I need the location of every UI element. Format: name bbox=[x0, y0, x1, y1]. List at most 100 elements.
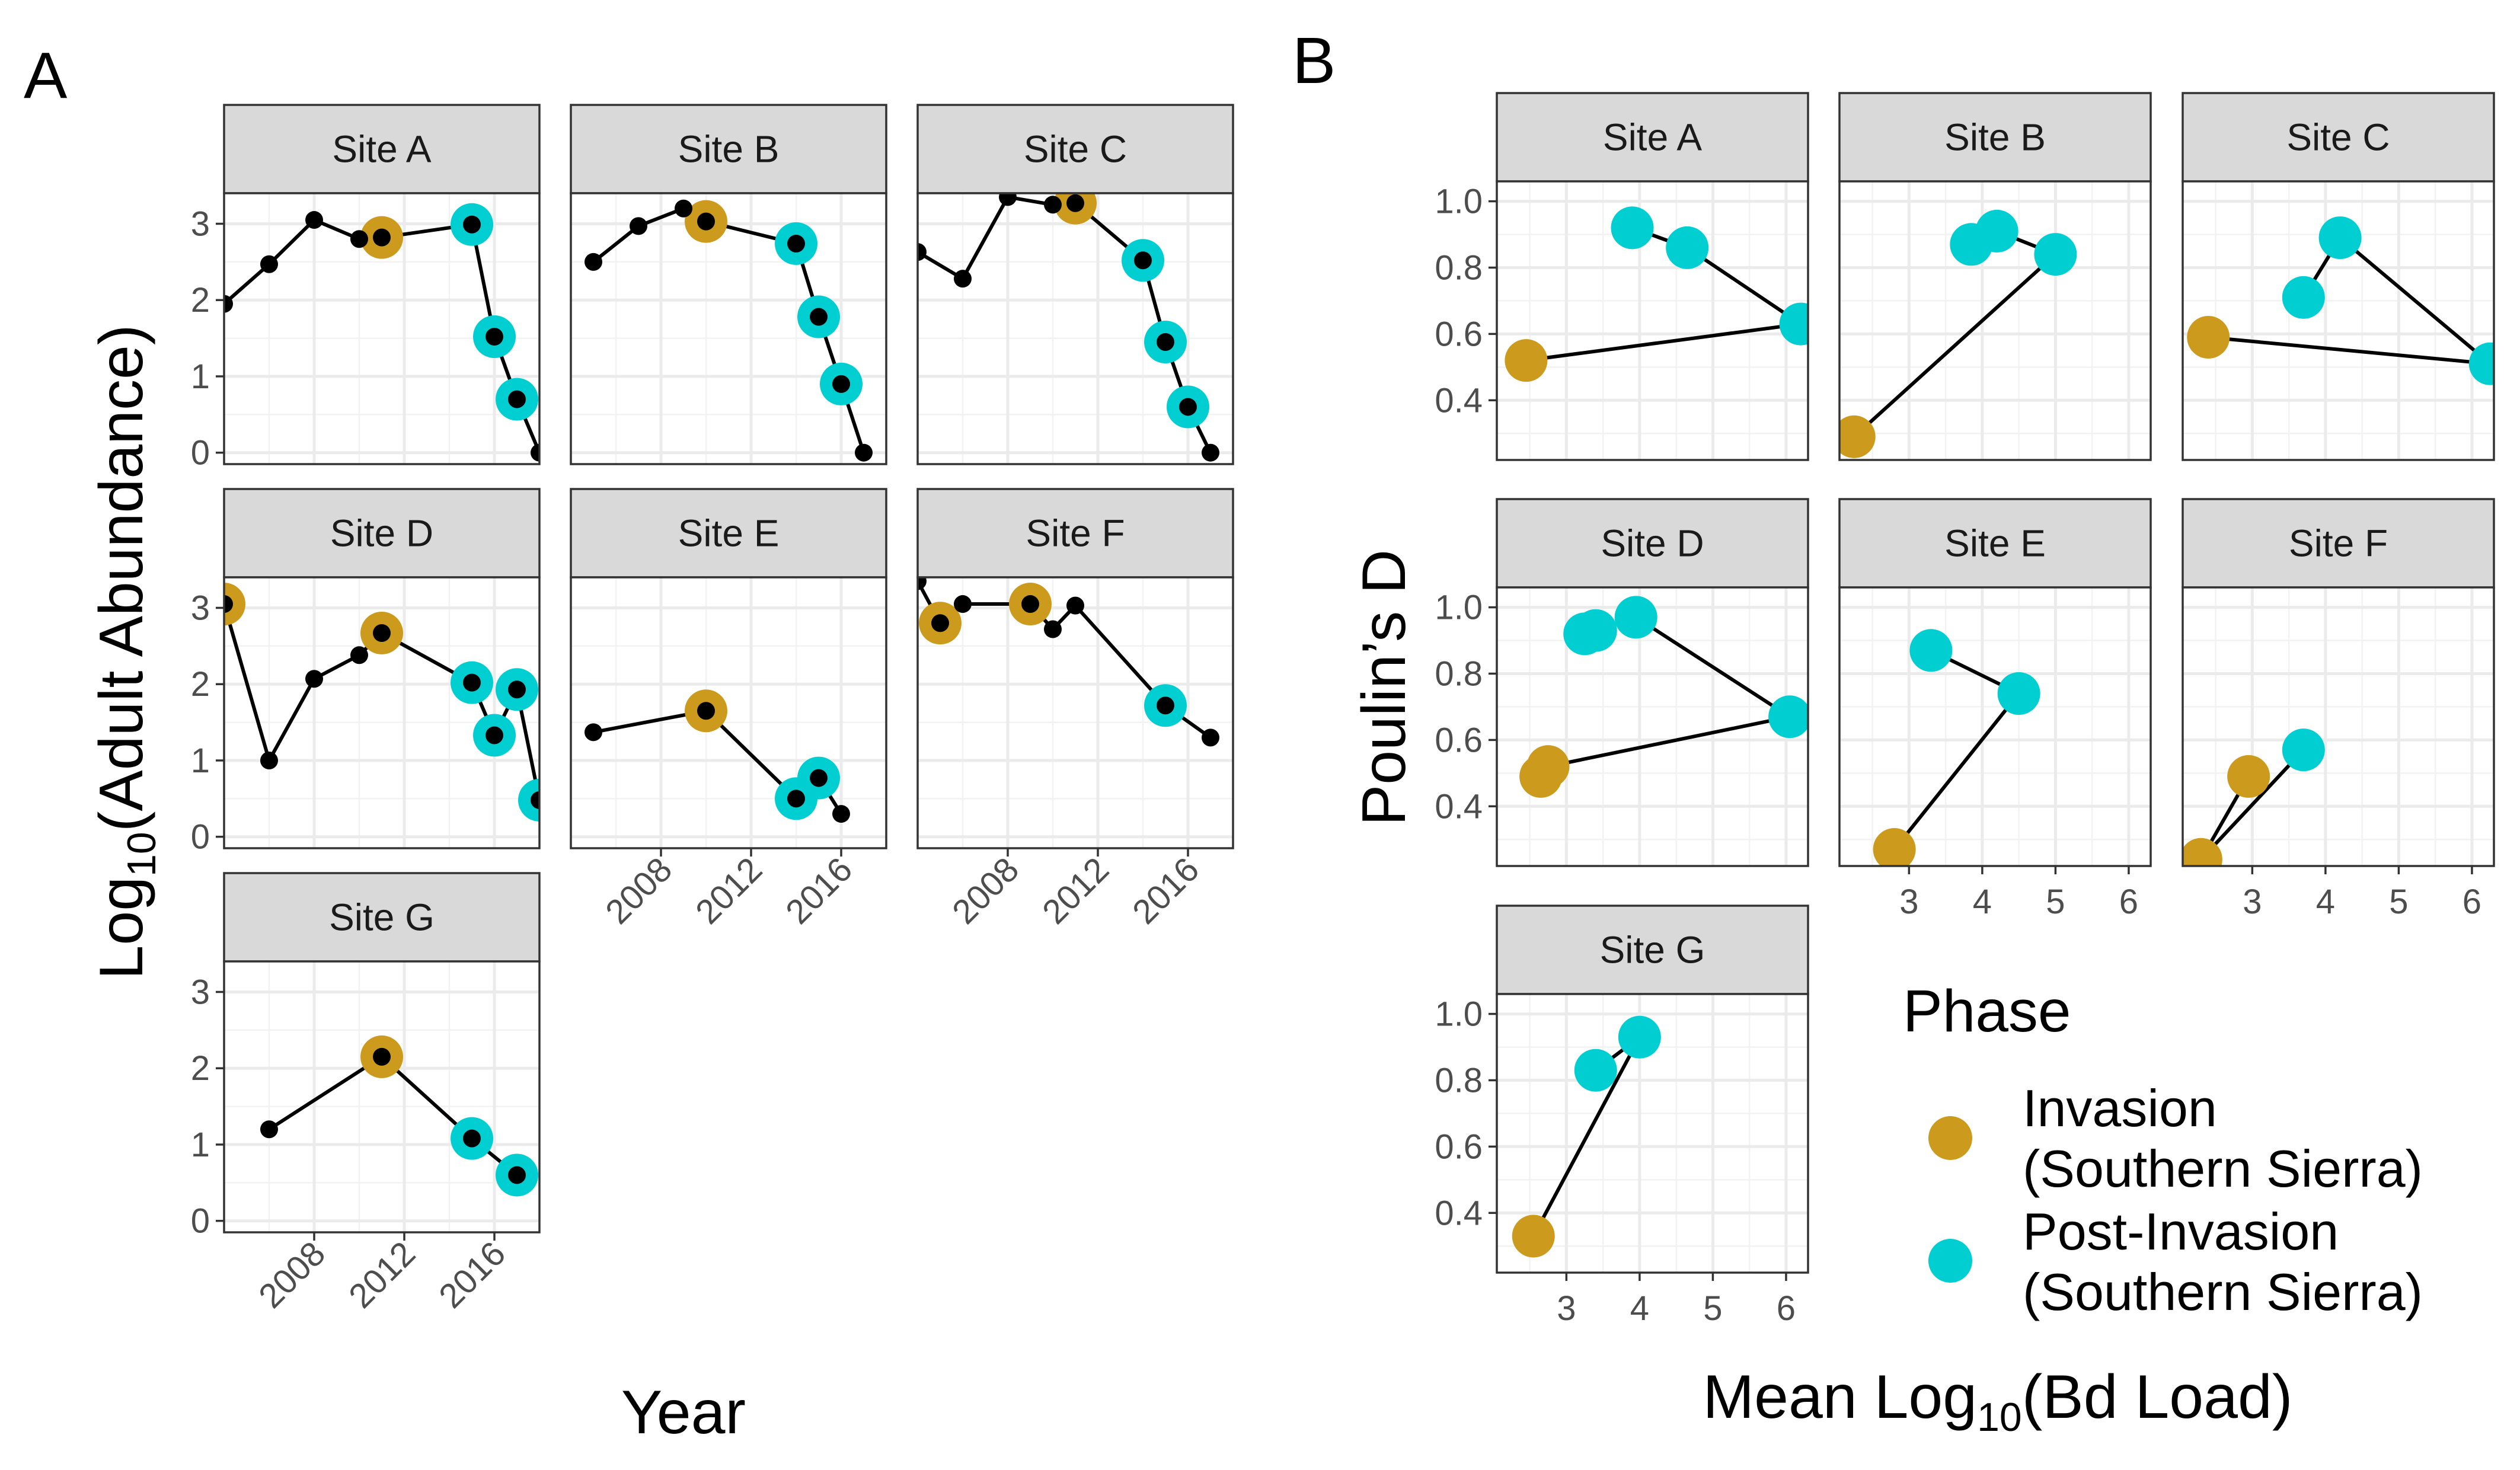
panel-b-strip-site-g bbox=[1496, 905, 1809, 995]
panel-b-data-site-b bbox=[1839, 209, 2077, 458]
panel-a-point-site-g-3 bbox=[508, 1166, 526, 1184]
panel-b-y-tick-label: 0.6 bbox=[1435, 1127, 1483, 1166]
panel-b-facet-site-d: Site D 0.4 0.6 0.8 1.0 bbox=[1435, 498, 1809, 867]
panel-a-x-tick-label: 2016 bbox=[432, 1234, 513, 1315]
panel-b-y-tick-label: 0.4 bbox=[1435, 787, 1483, 826]
panel-a-x-tick-label: 2012 bbox=[341, 1234, 423, 1315]
panel-a-data-site-g bbox=[260, 1035, 538, 1197]
panel-a-point-site-c-8 bbox=[1202, 443, 1219, 462]
panel-b-phase-point-site-c-0 bbox=[2187, 315, 2230, 359]
panel-a-facet-site-g: Site G 0 1 2 3 2008 2012 2016 bbox=[191, 872, 541, 1315]
panel-a-point-site-g-2 bbox=[463, 1129, 481, 1148]
panel-a-strip-site-g bbox=[223, 872, 541, 963]
panel-b-panel-border-site-f bbox=[2182, 586, 2495, 867]
panel-b-y-tick-label: 0.4 bbox=[1435, 1194, 1483, 1232]
panel-b-phase-point-site-b-0 bbox=[1839, 415, 1876, 458]
panel-a-facet-site-c: Site C bbox=[916, 104, 1234, 465]
panel-b-x-tick-label: 5 bbox=[1703, 1289, 1722, 1328]
panel-b-phase-point-site-g-0 bbox=[1512, 1215, 1555, 1258]
panel-a-point-site-a-8 bbox=[531, 443, 539, 462]
panel-a-plot-area-site-g bbox=[224, 961, 539, 1232]
panel-b-phase-point-site-d-2 bbox=[1768, 695, 1808, 739]
panel-a-data-site-b bbox=[585, 199, 873, 462]
panel-a-y-tick-label: 0 bbox=[191, 818, 210, 857]
panel-b-y-tick-label: 1.0 bbox=[1435, 589, 1483, 627]
panel-a-data-site-c bbox=[918, 193, 1219, 462]
panel-a-point-site-f-4 bbox=[1044, 620, 1062, 638]
panel-a-point-site-a-5 bbox=[463, 215, 481, 234]
panel-b-plot-area-site-e bbox=[1839, 587, 2151, 866]
panel-b-phase-point-site-b-1 bbox=[2034, 233, 2077, 276]
panel-a-point-site-b-1 bbox=[630, 217, 647, 235]
panel-b-x-tick-label: 3 bbox=[2243, 883, 2262, 921]
panel-b-phase-point-site-g-1 bbox=[1618, 1015, 1661, 1059]
panel-a-y-tick-label: 1 bbox=[191, 742, 210, 780]
panel-b-x-axis-title-sub: 10 bbox=[1977, 1395, 2022, 1440]
panel-a-point-site-b-0 bbox=[585, 253, 602, 271]
panel-a-x-tick-label: 2016 bbox=[1125, 850, 1206, 931]
panel-a-point-site-e-3 bbox=[810, 769, 828, 787]
panel-a-panel-border-site-e bbox=[570, 576, 887, 849]
panel-b-y-tick-label: 0.6 bbox=[1435, 315, 1483, 353]
panel-a-x-tick-label: 2008 bbox=[598, 850, 679, 931]
legend-title: Phase bbox=[1903, 978, 2071, 1044]
panel-a-point-site-c-0 bbox=[918, 243, 927, 261]
panel-b-phase-point-site-c-3 bbox=[2282, 276, 2325, 319]
panel-a-point-site-b-5 bbox=[810, 308, 828, 326]
legend-label-invasion: Invasion (Southern Sierra) bbox=[2023, 1079, 2423, 1198]
legend-label-invasion-line2: (Southern Sierra) bbox=[2023, 1139, 2423, 1198]
panel-a-facet-site-d: Site D 0 1 2 3 bbox=[191, 488, 541, 857]
panel-a-plot-area-site-f bbox=[918, 577, 1233, 848]
panel-b-data-site-d bbox=[1519, 596, 1808, 798]
panel-b-phase-point-site-d-5 bbox=[1563, 612, 1606, 656]
panel-b-phase-point-site-a-0 bbox=[1505, 339, 1548, 382]
panel-b-phase-point-site-c-2 bbox=[2318, 216, 2362, 260]
panel-a-y-tick-label: 2 bbox=[191, 281, 210, 319]
panel-b-x-tick-label: 5 bbox=[2389, 883, 2408, 921]
panel-b-panel-border-site-d bbox=[1496, 586, 1809, 867]
panel-a-strip-label-site-g: Site G bbox=[329, 896, 435, 939]
panel-a-point-site-a-3 bbox=[350, 230, 368, 248]
panel-b-phase-point-site-e-1 bbox=[1997, 672, 2040, 715]
panel-b-y-tick-label: 0.8 bbox=[1435, 654, 1483, 693]
panel-a-point-site-c-4 bbox=[1066, 194, 1084, 212]
panel-b-phase-point-site-f-2 bbox=[2282, 728, 2325, 772]
panel-a-strip-label-site-a: Site A bbox=[332, 128, 432, 171]
panel-b-x-tick-label: 4 bbox=[1630, 1289, 1649, 1328]
panel-a-point-site-c-1 bbox=[954, 270, 972, 288]
panel-b-data-site-a bbox=[1505, 206, 1808, 382]
panel-a-point-site-g-1 bbox=[373, 1047, 391, 1066]
legend-swatch-invasion bbox=[1928, 1116, 1972, 1160]
panel-a-facet-site-e: Site E 2008 2012 2016 bbox=[570, 488, 887, 931]
panel-b-facet-site-a: Site A 0.4 0.6 0.8 1.0 bbox=[1435, 92, 1809, 461]
panel-a-point-site-d-5 bbox=[463, 673, 481, 692]
panel-a-point-site-g-0 bbox=[260, 1120, 278, 1139]
panel-a-x-tick-label: 2012 bbox=[688, 850, 769, 931]
panel-b-series-line-site-a bbox=[1526, 226, 1806, 363]
panel-a-x-tick-label: 2008 bbox=[251, 1234, 333, 1315]
panel-a-point-site-a-4 bbox=[373, 228, 391, 247]
panel-b-facet-site-f: Site F 3 4 5 6 bbox=[2182, 498, 2495, 921]
panel-b-facet-site-g: Site G 0.4 0.6 0.8 1.0 3 4 5 6 bbox=[1435, 905, 1809, 1328]
panel-b-x-axis-title-prefix: Mean Log bbox=[1703, 1363, 1978, 1431]
panel-a-y-tick-label: 1 bbox=[191, 1126, 210, 1164]
panel-a-point-site-f-0 bbox=[918, 577, 927, 590]
panel-b-phase-point-site-e-2 bbox=[1909, 629, 1953, 672]
panel-a-point-site-c-2 bbox=[999, 193, 1017, 206]
panel-a-x-axis-title: Year bbox=[621, 1378, 746, 1447]
panel-a-point-site-f-6 bbox=[1157, 696, 1174, 715]
panel-a-point-site-d-3 bbox=[350, 646, 368, 664]
panel-a-point-site-f-7 bbox=[1202, 728, 1219, 747]
panel-a-phase-point-site-d-0 bbox=[224, 583, 245, 626]
panel-b-plot-area-site-d bbox=[1497, 587, 1808, 866]
panel-a-strip-site-a bbox=[223, 104, 541, 194]
panel-a-strip-site-b bbox=[570, 104, 887, 194]
panel-a-point-site-f-1 bbox=[931, 614, 949, 632]
panel-a-point-site-b-3 bbox=[697, 212, 715, 231]
panel-a-y-tick-label: 3 bbox=[191, 589, 210, 627]
panel-b-strip-label-site-a: Site A bbox=[1603, 116, 1703, 159]
panel-a-x-tick-label: 2016 bbox=[778, 850, 860, 931]
panel-a-point-site-a-1 bbox=[260, 255, 278, 273]
panel-a-strip-site-e bbox=[570, 488, 887, 579]
panel-b-y-axis-title: Poulin’s D bbox=[1350, 549, 1419, 826]
